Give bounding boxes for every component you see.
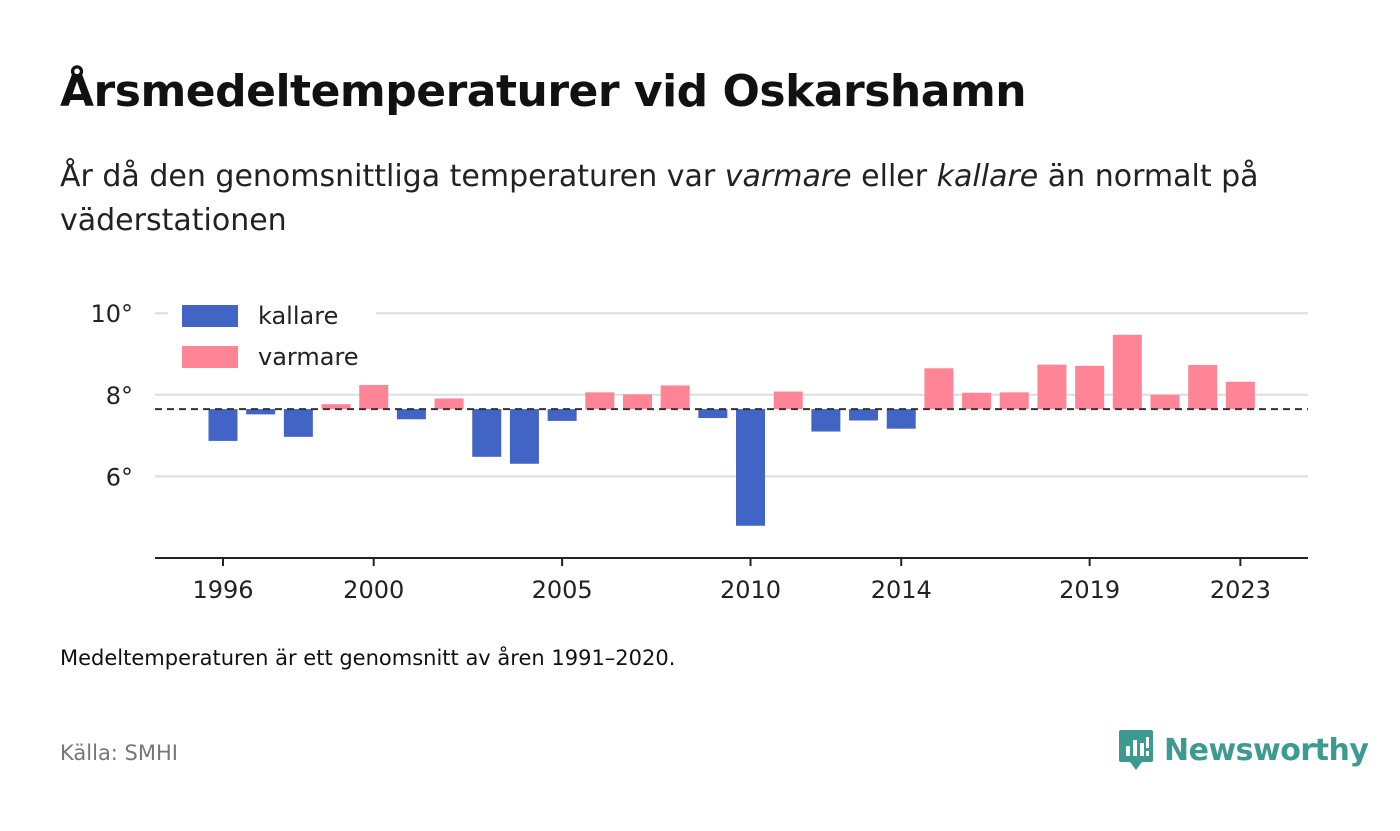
legend-swatch-warm bbox=[182, 346, 238, 368]
newsworthy-logo: Newsworthy bbox=[1118, 728, 1369, 772]
bar-2020 bbox=[1112, 334, 1142, 410]
bar-2018 bbox=[1037, 364, 1067, 410]
legend-label-warm: varmare bbox=[258, 343, 359, 371]
x-tick-label: 2010 bbox=[720, 576, 781, 604]
subtitle-emphasis-warmer: varmare bbox=[724, 159, 852, 194]
x-tick-label: 1996 bbox=[192, 576, 253, 604]
bar-2015 bbox=[924, 368, 954, 410]
x-tick-label: 2014 bbox=[871, 576, 932, 604]
bar-2021 bbox=[1150, 394, 1180, 410]
bar-1996 bbox=[208, 409, 238, 441]
y-tick-label: 8° bbox=[106, 382, 133, 410]
bar-2019 bbox=[1075, 365, 1105, 410]
legend-swatch-cold bbox=[182, 305, 238, 327]
bar-2010 bbox=[736, 409, 766, 526]
bar-2000 bbox=[359, 385, 389, 410]
y-tick-labels: 6° 8° 10° bbox=[90, 300, 133, 491]
newsworthy-logo-icon bbox=[1118, 728, 1154, 772]
bar-2003 bbox=[472, 409, 502, 457]
bar-2001 bbox=[396, 409, 426, 420]
bar-2013 bbox=[849, 409, 879, 421]
source-credit: Källa: SMHI bbox=[60, 741, 178, 765]
bar-2023 bbox=[1225, 381, 1255, 410]
x-tick-label: 2023 bbox=[1210, 576, 1271, 604]
bar-2007 bbox=[622, 394, 652, 410]
subtitle-text-1: År då den genomsnittliga temperaturen va… bbox=[60, 159, 725, 194]
bar-2016 bbox=[962, 392, 992, 410]
bar-2004 bbox=[509, 409, 539, 464]
bar-2002 bbox=[434, 398, 464, 410]
bar-2005 bbox=[547, 409, 577, 421]
bar-1997 bbox=[246, 409, 276, 415]
bar-1998 bbox=[283, 409, 313, 437]
bar-2006 bbox=[585, 392, 615, 410]
y-tick-label: 6° bbox=[106, 463, 133, 491]
subtitle-emphasis-colder: kallare bbox=[936, 159, 1039, 194]
subtitle-text-3: än normalt på väderstationen bbox=[60, 159, 1259, 238]
chart-subtitle: År då den genomsnittliga temperaturen va… bbox=[60, 155, 1340, 243]
bar-2008 bbox=[660, 385, 690, 410]
legend-label-cold: kallare bbox=[258, 302, 338, 330]
y-tick-label: 10° bbox=[90, 300, 133, 328]
legend: kallare varmare bbox=[168, 296, 376, 378]
bar-2014 bbox=[886, 409, 916, 429]
subtitle-text-2: eller bbox=[851, 159, 937, 194]
x-ticks: 1996 2000 2005 2010 2014 2019 2023 bbox=[192, 558, 1271, 604]
bar-2022 bbox=[1188, 365, 1218, 410]
bar-2009 bbox=[698, 409, 728, 419]
brand-name: Newsworthy bbox=[1164, 732, 1369, 768]
bar-2012 bbox=[811, 409, 841, 432]
chart-title: Årsmedeltemperaturer vid Oskarshamn bbox=[60, 66, 1027, 117]
bar-1999 bbox=[321, 404, 351, 410]
x-tick-label: 2019 bbox=[1059, 576, 1120, 604]
x-tick-label: 2005 bbox=[532, 576, 593, 604]
bars bbox=[208, 334, 1255, 526]
bar-2017 bbox=[999, 392, 1029, 410]
footnote: Medeltemperaturen är ett genomsnitt av å… bbox=[60, 646, 676, 670]
bar-2011 bbox=[773, 391, 803, 410]
temperature-bar-chart: 6° 8° 10° 1996 2000 2005 2010 2014 2019 2023 kal… bbox=[90, 296, 1308, 604]
x-tick-label: 2000 bbox=[343, 576, 404, 604]
